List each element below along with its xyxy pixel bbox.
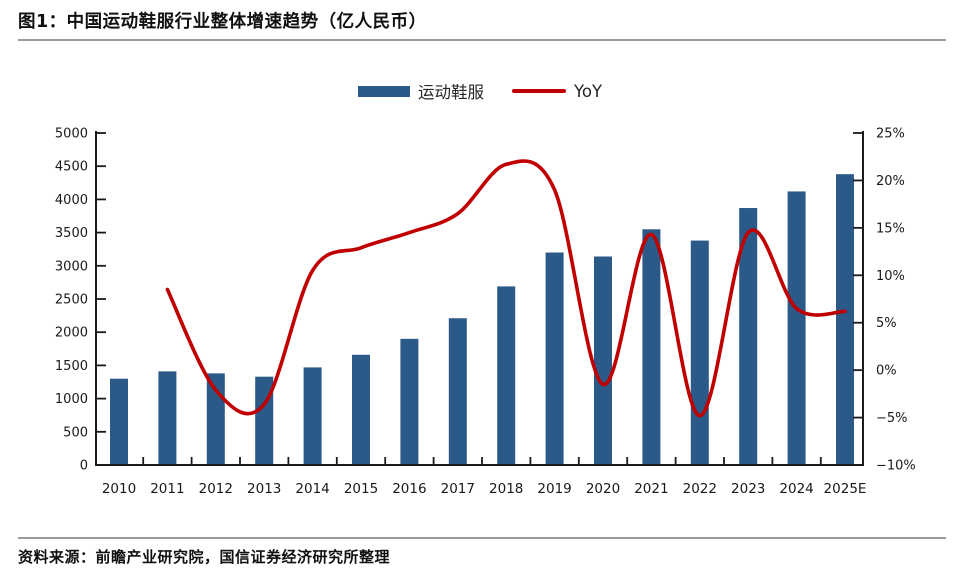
figure-source: 资料来源：前瞻产业研究院，国信证券经济研究所整理 (18, 548, 391, 566)
bar-2023 (739, 208, 758, 466)
x-axis-label-2023: 2023 (731, 481, 765, 497)
x-axis-label-2012: 2012 (199, 481, 233, 497)
bar-2012 (206, 373, 225, 465)
y-axis-right-label: 5% (876, 316, 897, 331)
y-axis-right-label: 25% (876, 127, 905, 142)
bar-2016 (400, 338, 419, 465)
y-axis-left-label: 4000 (55, 193, 88, 208)
x-axis-label-2024: 2024 (779, 481, 813, 497)
bar-2025E (836, 174, 854, 465)
source-divider (18, 537, 946, 539)
legend-line-label: YoY (573, 81, 603, 101)
figure-title: 图1：中国运动鞋服行业整体增速趋势（亿人民币） (18, 12, 427, 32)
y-axis-right-label: −5% (876, 411, 908, 426)
y-axis-left-label: 2000 (55, 326, 88, 341)
x-axis-label-2025E: 2025E (824, 481, 867, 497)
bar-2019 (545, 252, 564, 465)
x-axis-label-2021: 2021 (634, 481, 668, 497)
y-axis-right-label: −10% (876, 459, 916, 474)
legend-bar-label: 运动鞋服 (417, 83, 484, 102)
y-axis-right-label: 10% (876, 269, 905, 284)
y-axis-left-label: 0 (80, 459, 88, 474)
bar-2024 (787, 191, 806, 465)
x-axis-label-2013: 2013 (247, 481, 281, 497)
x-axis-label-2022: 2022 (683, 481, 717, 497)
bar-2021 (642, 229, 661, 465)
x-axis-label-2017: 2017 (441, 481, 475, 497)
bar-2010 (110, 378, 128, 465)
y-axis-left-label: 3000 (55, 259, 88, 274)
y-axis-right-label: 0% (876, 364, 897, 379)
y-axis-left-label: 3500 (55, 226, 88, 241)
x-axis-label-2019: 2019 (537, 481, 571, 497)
y-axis-left-label: 2500 (55, 293, 88, 308)
chart-legend: 运动鞋服 YoY (0, 81, 960, 102)
legend-line-swatch (511, 89, 566, 93)
y-axis-left-label: 1000 (55, 392, 88, 407)
y-axis-left-label: 1500 (55, 359, 88, 374)
bar-2022 (690, 240, 709, 465)
legend-bar-swatch (357, 85, 410, 97)
x-axis-label-2018: 2018 (489, 481, 523, 497)
y-axis-left-label: 5000 (55, 127, 88, 142)
x-axis-label-2014: 2014 (295, 481, 329, 497)
x-axis-label-2020: 2020 (586, 481, 620, 497)
x-axis-label-2010: 2010 (102, 481, 136, 497)
bar-2015 (352, 354, 370, 465)
yoy-line (165, 159, 847, 418)
x-axis-label-2011: 2011 (150, 481, 184, 497)
bar-2017 (448, 318, 467, 465)
title-divider (18, 39, 946, 41)
y-axis-left-label: 500 (63, 425, 88, 440)
bar-2020 (594, 256, 612, 465)
y-axis-left-label: 4500 (55, 160, 88, 175)
bar-2018 (497, 286, 516, 465)
y-axis-right-label: 15% (876, 221, 905, 236)
bar-2011 (158, 371, 177, 465)
x-axis-label-2016: 2016 (392, 481, 426, 497)
x-axis-label-2015: 2015 (344, 481, 378, 497)
bar-2014 (303, 367, 322, 465)
y-axis-right-label: 20% (876, 174, 905, 189)
